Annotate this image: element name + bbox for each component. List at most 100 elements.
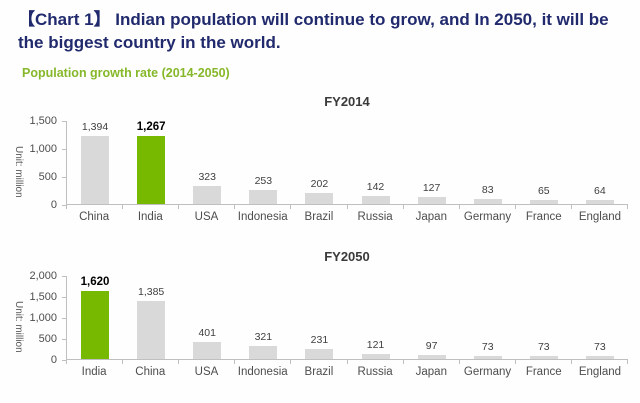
y-tick-label: 0 xyxy=(50,354,57,366)
y-axis: 0 500 1,000 1,500 xyxy=(24,115,66,211)
category-label: Indonesia xyxy=(237,211,288,223)
bar-brazil xyxy=(305,192,334,204)
x-axis-tick xyxy=(570,360,572,364)
y-tick-label: 1,500 xyxy=(29,291,57,303)
x-axis-tick xyxy=(290,360,292,364)
bar-value-label: 73 xyxy=(594,340,606,353)
chart-fy2014: FY2014 Unit: million 0 500 1,000 1,500 1,39… xyxy=(0,94,640,223)
bar-value-label: 1,385 xyxy=(138,285,165,298)
category-label: Indonesia xyxy=(237,366,288,378)
category-label: England xyxy=(578,211,622,223)
bar-slot: 97 xyxy=(404,276,460,359)
x-axis-tick xyxy=(402,360,404,364)
category-label: France xyxy=(525,366,562,378)
bar-value-label: 73 xyxy=(481,340,494,353)
y-axis-tick xyxy=(62,318,66,319)
y-tick-label: 1,000 xyxy=(29,312,57,324)
bar-value-label: 121 xyxy=(366,338,385,351)
category-label: India xyxy=(137,211,163,223)
bar-slot: 1,267 xyxy=(123,121,179,204)
x-axis-tick xyxy=(402,205,404,209)
bar-value-label: 323 xyxy=(198,170,216,183)
bar-india xyxy=(137,136,166,204)
x-axis-tick xyxy=(458,360,460,364)
category-label: USA xyxy=(194,366,219,378)
y-axis-unit-label: Unit: million xyxy=(13,146,24,198)
bar-value-label: 83 xyxy=(481,184,494,197)
x-axis-tick xyxy=(122,360,124,364)
bar-slot: 83 xyxy=(460,121,516,204)
y-tick-label: 1,000 xyxy=(29,143,57,155)
bar-india xyxy=(81,291,110,359)
x-axis-tick xyxy=(290,205,292,209)
y-axis-tick xyxy=(62,276,66,277)
bar-slot: 231 xyxy=(291,276,347,359)
category-label: Germany xyxy=(463,211,512,223)
bar-slot: 142 xyxy=(347,121,403,204)
chart-title: FY2050 xyxy=(324,249,370,264)
y-axis-tick xyxy=(62,121,66,122)
category-label: Russia xyxy=(357,211,393,223)
category-label: Russia xyxy=(357,366,393,378)
bar-germany xyxy=(473,355,502,359)
y-tick-label: 500 xyxy=(38,171,57,183)
bar-china xyxy=(81,136,110,204)
y-tick-label: 2,000 xyxy=(29,270,57,282)
bar-slot: 1,620 xyxy=(67,276,123,359)
bar-value-label: 1,267 xyxy=(136,121,166,133)
bar-slot: 1,394 xyxy=(67,121,123,204)
x-axis-tick xyxy=(178,360,180,364)
y-axis: 0 500 1,000 1,500 2,000 xyxy=(24,270,66,366)
y-axis-tick xyxy=(62,339,66,340)
plot-column: 1,394 1,267 323 253 202 142 127 83 65 64 China Ind… xyxy=(66,121,628,223)
bar-slot: 73 xyxy=(516,276,572,359)
x-axis-tick xyxy=(178,205,180,209)
bar-indonesia xyxy=(249,189,278,204)
plot-area: 1,394 1,267 323 253 202 142 127 83 65 64 xyxy=(66,121,628,209)
bar-slot: 323 xyxy=(179,121,235,204)
bar-russia xyxy=(361,353,390,359)
y-axis-tick xyxy=(62,360,66,361)
bar-slot: 401 xyxy=(179,276,235,359)
category-label: India xyxy=(81,366,107,378)
bar-slot: 202 xyxy=(291,121,347,204)
bar-japan xyxy=(417,354,446,359)
figure-title: 【Chart 1】 Indian population will continu… xyxy=(18,10,609,52)
plot-row: Unit: million 0 500 1,000 1,500 2,000 1,620 1… xyxy=(0,270,640,378)
x-axis-tick xyxy=(627,205,628,209)
bar-slot: 65 xyxy=(516,121,572,204)
x-axis-tick xyxy=(570,205,572,209)
bar-value-label: 1,620 xyxy=(80,276,110,288)
bar-value-label: 64 xyxy=(594,185,606,198)
plot-column: 1,620 1,385 401 321 231 121 97 73 73 73 India Chin… xyxy=(66,276,628,378)
bar-brazil xyxy=(305,349,334,359)
y-axis-tick xyxy=(62,205,66,206)
plot-area: 1,620 1,385 401 321 231 121 97 73 73 73 xyxy=(66,276,628,364)
bar-value-label: 202 xyxy=(310,177,329,190)
y-tick-label: 0 xyxy=(50,199,57,211)
category-label: Brazil xyxy=(304,211,334,223)
bar-usa xyxy=(193,342,222,359)
bar-france xyxy=(529,355,558,359)
bar-slot: 321 xyxy=(235,276,291,359)
category-label: China xyxy=(135,366,166,378)
bar-value-label: 97 xyxy=(425,339,438,352)
x-axis-tick xyxy=(66,205,67,209)
bar-slot: 64 xyxy=(572,121,628,204)
bar-england xyxy=(585,355,614,359)
x-axis-tick xyxy=(66,360,67,364)
y-tick-label: 500 xyxy=(38,333,57,345)
bar-value-label: 401 xyxy=(198,327,216,340)
category-label: England xyxy=(578,366,622,378)
category-label: Japan xyxy=(415,211,447,223)
bar-value-label: 253 xyxy=(254,174,273,187)
y-tick-label: 1,500 xyxy=(29,115,57,127)
x-axis-tick xyxy=(122,205,124,209)
category-label: France xyxy=(525,211,562,223)
category-label: Germany xyxy=(463,366,512,378)
bar-indonesia xyxy=(249,345,278,359)
category-label: USA xyxy=(194,211,219,223)
x-axis-labels: China India USA Indonesia Brazil Russia Japan G… xyxy=(66,211,628,223)
category-label: China xyxy=(79,211,110,223)
